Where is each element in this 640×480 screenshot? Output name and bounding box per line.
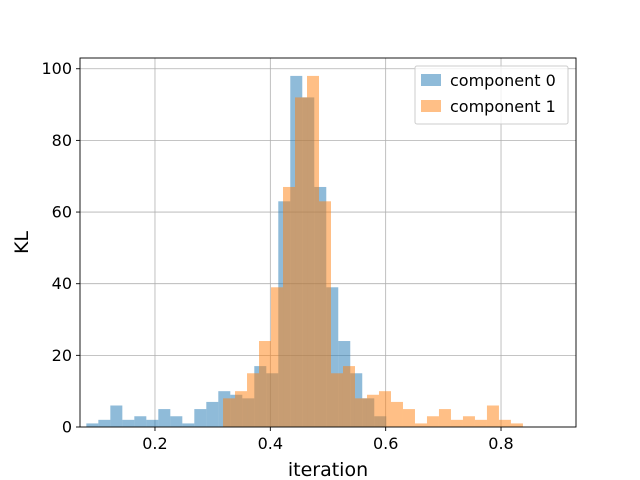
bar-component-0-2 — [110, 405, 123, 427]
x-tick-label-0: 0.2 — [142, 434, 167, 453]
bar-component-1-1 — [235, 391, 248, 427]
bar-component-1-17 — [426, 416, 439, 427]
bar-component-1-9 — [330, 373, 343, 427]
bar-component-1-12 — [366, 394, 379, 427]
bar-component-0-1 — [98, 419, 111, 427]
x-tick-label-1: 0.4 — [258, 434, 283, 453]
bar-component-1-5 — [283, 186, 296, 427]
bar-component-1-4 — [271, 287, 284, 427]
bar-component-1-24 — [510, 423, 523, 427]
bar-component-0-20 — [326, 287, 339, 427]
x-tick-label-3: 0.8 — [488, 434, 513, 453]
y-tick-label-5: 100 — [41, 59, 72, 78]
series-component-1-bars — [223, 75, 523, 427]
bar-component-1-11 — [354, 398, 367, 427]
y-tick-label-0: 0 — [62, 418, 72, 437]
bar-component-1-13 — [378, 391, 391, 427]
y-axis-label: KL — [11, 231, 33, 254]
bar-component-1-0 — [223, 398, 236, 427]
y-tick-label-1: 20 — [52, 346, 72, 365]
bar-component-1-16 — [414, 423, 427, 427]
legend: component 0 component 1 — [414, 65, 569, 125]
x-axis-ticks: 0.2 0.4 0.6 0.8 — [142, 427, 514, 453]
bar-component-1-8 — [319, 201, 331, 427]
plot-frame — [79, 57, 577, 428]
legend-box — [414, 65, 569, 125]
bar-component-1-21 — [474, 419, 487, 427]
legend-label-component-1: component 1 — [450, 97, 556, 116]
y-axis-ticks: 0 20 40 60 80 100 — [41, 59, 80, 437]
x-tick-label-2: 0.6 — [373, 434, 398, 453]
bar-component-1-19 — [450, 419, 463, 427]
bar-component-1-6 — [295, 97, 308, 427]
bar-component-0-9 — [194, 409, 207, 427]
y-tick-label-4: 80 — [52, 131, 72, 150]
bar-component-1-22 — [486, 405, 499, 427]
bar-component-0-10 — [206, 401, 219, 427]
legend-swatch-component-1 — [421, 100, 441, 112]
y-tick-label-2: 40 — [52, 274, 72, 293]
bar-component-0-6 — [158, 409, 171, 427]
bar-component-0-7 — [170, 416, 183, 427]
y-tick-label-3: 60 — [52, 203, 72, 222]
bar-component-1-18 — [438, 409, 451, 427]
bar-component-0-3 — [122, 419, 135, 427]
legend-label-component-0: component 0 — [450, 71, 556, 90]
bar-component-1-10 — [342, 366, 355, 427]
bar-component-1-7 — [307, 75, 320, 427]
bar-component-0-5 — [146, 419, 159, 427]
bar-component-0-4 — [134, 416, 147, 427]
legend-swatch-component-0 — [421, 74, 441, 86]
bar-component-1-14 — [390, 401, 403, 427]
bar-component-1-20 — [462, 416, 475, 427]
x-axis-label: iteration — [288, 459, 368, 480]
bar-component-0-8 — [182, 423, 195, 427]
bar-component-1-15 — [402, 409, 415, 427]
bar-component-0-0 — [86, 423, 99, 427]
bar-component-1-3 — [259, 341, 272, 427]
bar-component-1-23 — [498, 419, 511, 427]
bar-component-1-2 — [247, 373, 260, 427]
